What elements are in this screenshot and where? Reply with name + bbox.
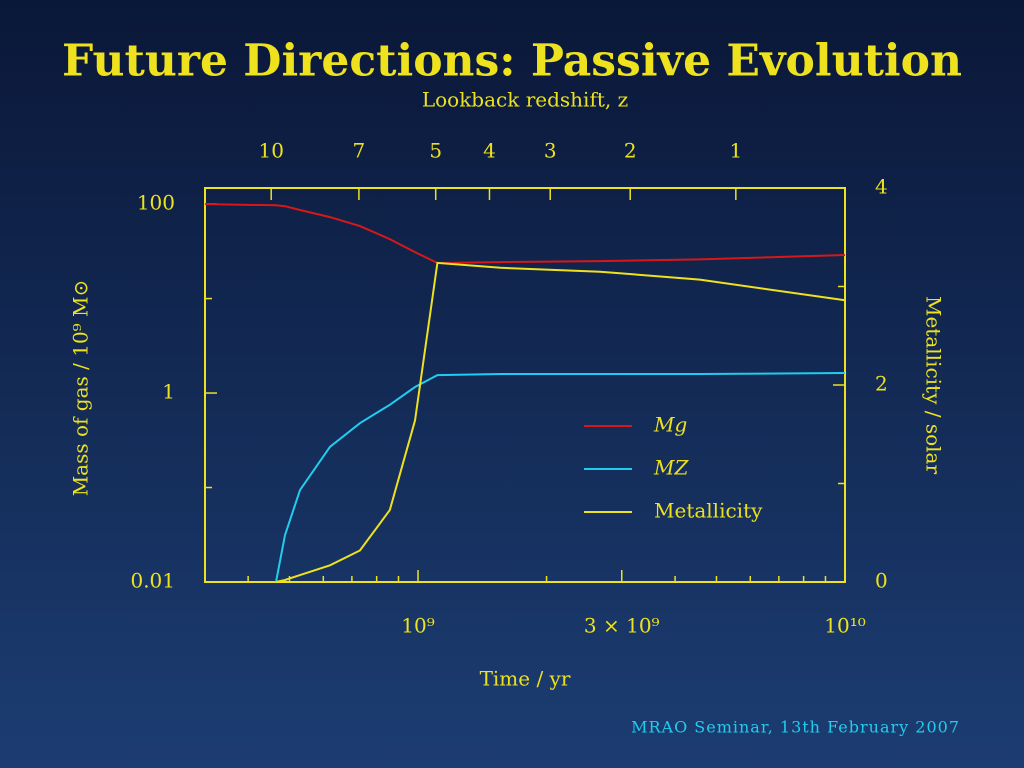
- legend-label: Metallicity: [654, 499, 763, 523]
- y-tick-label: 100: [137, 191, 175, 215]
- x-axis-label: Time / yr: [480, 667, 571, 691]
- top-tick-label: 5: [429, 139, 442, 163]
- plot-frame: [204, 187, 846, 583]
- top-tick-label: 4: [483, 139, 496, 163]
- x-tick-label: 10⁹: [401, 614, 434, 638]
- y2-tick-label: 0: [875, 569, 888, 593]
- slide-title: Future Directions: Passive Evolution: [62, 36, 962, 87]
- y2-tick-label: 4: [875, 175, 888, 199]
- y-tick-label: 0.01: [130, 569, 175, 593]
- top-tick-label: 10: [258, 139, 283, 163]
- x-tick-label: 3 × 10⁹: [584, 614, 660, 638]
- series-line: [275, 261, 846, 583]
- y2-axis-label: Metallicity / solar: [922, 296, 946, 474]
- legend-label: MZ: [653, 456, 689, 480]
- top-tick-label: 3: [544, 139, 557, 163]
- series-line: [204, 203, 846, 265]
- top-tick-label: 1: [729, 139, 742, 163]
- top-tick-label: 7: [353, 139, 366, 163]
- footer: MRAO Seminar, 13th February 2007: [631, 718, 960, 737]
- y-tick-label: 1: [162, 380, 175, 404]
- y2-tick-label: 2: [875, 372, 888, 396]
- x-tick-label: 10¹⁰: [824, 614, 865, 638]
- legend-label: Mg: [653, 413, 687, 437]
- top-axis-label: Lookback redshift, z: [422, 88, 628, 112]
- top-tick-label: 2: [624, 139, 637, 163]
- y-axis-label: Mass of gas / 10⁹ M⊙: [69, 280, 93, 497]
- series-line: [275, 372, 846, 583]
